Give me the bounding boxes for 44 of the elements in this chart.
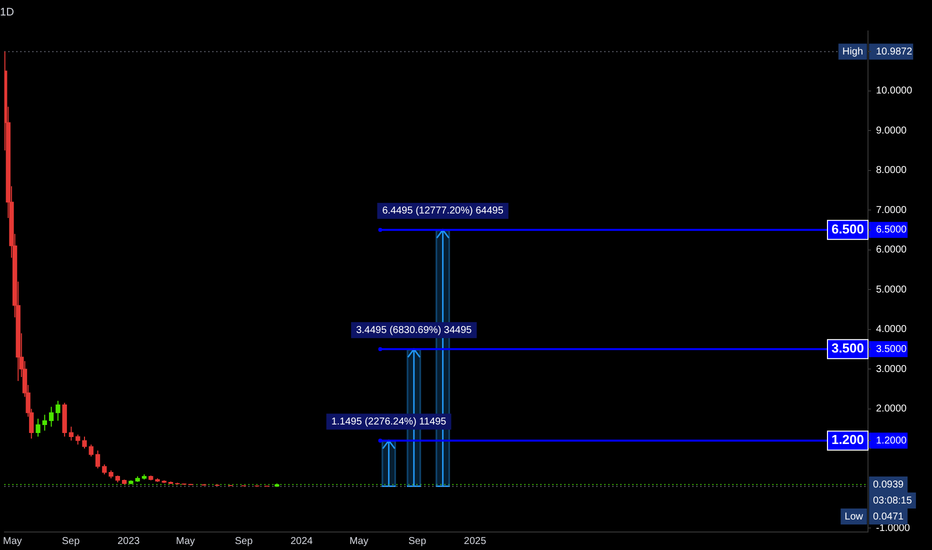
- candlestick: [68, 426, 74, 442]
- candlestick: [48, 406, 54, 428]
- y-tick-label: 6.0000: [876, 244, 908, 256]
- y-tick-label: 10.0000: [876, 86, 913, 97]
- annotation: 1.1495 (2276.24%) 11495: [331, 416, 447, 428]
- candlestick: [36, 418, 40, 438]
- annotation: 1.200: [831, 432, 864, 448]
- candlestick: [42, 414, 48, 432]
- y-tick-label: 3.5000: [876, 344, 908, 355]
- x-tick-label: Sep: [234, 536, 254, 547]
- y-tick-label: 5.0000: [876, 284, 908, 296]
- candlestick: [56, 400, 60, 422]
- x-tick-label: May: [2, 536, 22, 547]
- ref-line-label: High: [842, 46, 864, 58]
- ref-line-label: Low: [844, 511, 864, 522]
- x-tick-label: 2025: [464, 536, 487, 547]
- x-tick-label: Sep: [408, 536, 427, 547]
- x-tick-label: May: [349, 536, 368, 547]
- text: 03:08:15: [873, 495, 912, 506]
- candlestick: [82, 436, 87, 450]
- y-tick-label: 6.5000: [876, 224, 908, 236]
- y-tick-label: 8.0000: [876, 165, 908, 176]
- candlestick: [88, 444, 94, 457]
- annotation: 0.0939: [873, 479, 904, 490]
- x-tick-label: 2024: [290, 536, 314, 547]
- y-tick-label: 2.0000: [876, 404, 908, 415]
- text: 0.0471: [873, 511, 904, 522]
- candlestick: [102, 464, 107, 475]
- candlestick: [95, 450, 100, 469]
- annotation: 3.500: [831, 340, 864, 356]
- annotation: 6.500: [831, 222, 864, 237]
- y-tick-label: 4.0000: [876, 324, 908, 336]
- y-tick-label: 3.0000: [876, 364, 908, 375]
- x-tick-label: Sep: [62, 536, 80, 547]
- chart-title: 1D: [0, 6, 14, 19]
- x-tick-label: May: [176, 536, 195, 547]
- y-tick-label: 9.0000: [876, 125, 908, 136]
- annotation: 6.4495 (12777.20%) 64495: [382, 206, 504, 217]
- candlestick: [76, 434, 80, 446]
- annotation: 3.4495 (6830.69%) 34495: [356, 324, 472, 336]
- x-tick-label: 2023: [117, 536, 140, 547]
- y-tick-label: 10.9872: [876, 46, 913, 58]
- y-tick-label: 1.2000: [876, 435, 908, 446]
- y-tick-label: 7.0000: [876, 204, 908, 216]
